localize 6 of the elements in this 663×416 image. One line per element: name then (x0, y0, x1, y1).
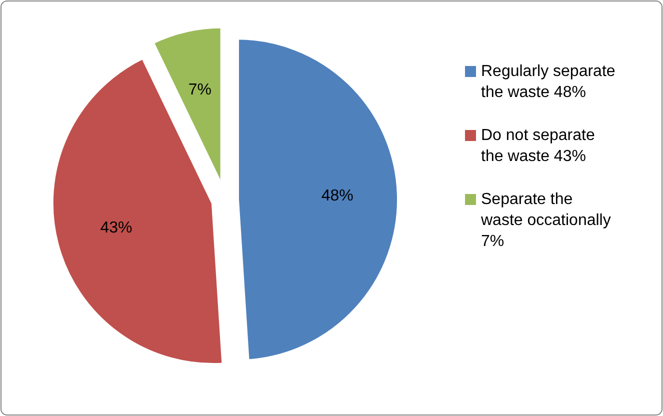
data-label: 48% (321, 188, 354, 205)
data-label: 43% (100, 220, 132, 237)
legend-label: Separate the waste occationally 7% (480, 191, 611, 250)
data-label: 7% (188, 82, 212, 99)
legend-label: Regularly separate the waste 48% (481, 63, 616, 102)
legend-label: Do not separate the waste 43% (481, 127, 595, 166)
